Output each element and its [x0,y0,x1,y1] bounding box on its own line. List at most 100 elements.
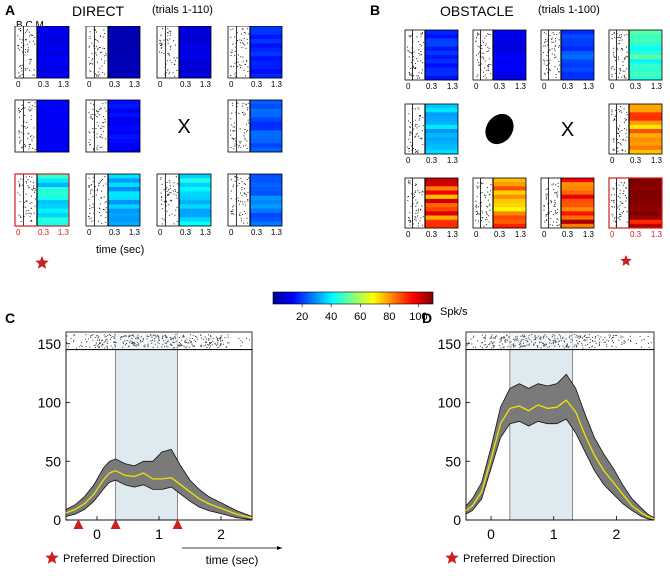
panel-c-raster-spike [151,336,153,338]
panel-d-raster-spike [501,336,503,338]
panel-a-spike [90,114,92,116]
panel-a-spike [242,111,244,113]
panel-a-spike [88,56,90,58]
panel-c-legend-star-icon [45,551,59,564]
panel-c-raster-spike [211,344,213,346]
panel-a-spike [175,60,177,62]
panel-b-spike [478,33,480,35]
panel-c-raster-spike [188,346,190,348]
panel-b-heat-row [629,124,662,130]
panel-a-spike [89,190,91,192]
panel-b-spike [611,33,613,35]
panel-a-heat-row [179,208,211,214]
panel-b-spike [615,119,617,121]
panel-a-spike [235,75,237,77]
panel-b-spike [626,33,628,35]
panel-b-spike [554,199,556,201]
panel-c-raster-spike [166,336,168,338]
panel-d-raster-spike [500,340,502,342]
panel-a-spike [165,201,167,203]
panel-a-spike [166,210,168,212]
panel-c-raster-spike [200,334,202,336]
panel-b-spike [476,37,478,39]
panel-c-raster-spike [217,346,219,348]
panel-d-raster-spike [537,345,539,347]
panel-c-raster-spike [102,343,104,345]
panel-d-legend-star-icon [445,551,459,564]
panel-a-spike [95,128,97,130]
panel-c-raster-spike [130,342,132,344]
panel-b-spike [411,75,413,77]
panel-b-heat-row [425,203,458,208]
panel-b-spike [481,56,483,58]
panel-a-heat-row [250,217,282,223]
panel-a-spike [31,138,33,140]
panel-a-heat-row [179,43,211,49]
panel-b-spike [618,133,620,135]
panel-b-spike [545,195,547,197]
panel-b-cell-0: 0 0.3 1.3 [404,29,459,91]
panel-a-title: DIRECT [72,3,125,19]
panel-a-spike [232,126,234,128]
panel-c-raster-spike [208,338,210,340]
panel-c-raster-spike [172,341,174,343]
panel-b-heat-row [629,55,662,60]
panel-a-spike [160,34,162,36]
panel-a-spike [30,34,32,36]
panel-b-spike [554,50,556,52]
panel-a-spike [244,113,246,115]
panel-c-raster-spike [114,342,116,344]
panel-a-spike [27,50,29,52]
panel-c-raster-spike [133,342,135,344]
panel-b-spike [487,33,489,35]
panel-d-raster-spike [504,341,506,343]
panel-b-tick-mid: 0.3 [630,82,642,91]
panel-b-heat-row [629,178,662,183]
panel-b-spike [478,206,480,208]
panel-b-spike [611,38,613,40]
panel-a-spike [105,211,107,213]
panel-a-spike [245,63,247,65]
panel-a-spike [232,138,234,140]
panel-c-raster-spike [179,343,181,345]
panel-b-spike [547,188,549,190]
panel-b-spike [419,137,421,139]
panel-b-heat-row [425,223,458,229]
panel-c-raster-spike [192,335,194,337]
panel-d-raster-spike [548,338,550,340]
panel-a-spike [21,73,23,75]
panel-b-spike [553,33,555,35]
panel-b-spike [620,47,622,49]
panel-a-spike [230,29,232,31]
panel-b-heat-row [493,34,526,39]
panel-a-spike [100,197,102,199]
panel-c-raster-spike [115,342,117,344]
panel-a-spike [244,137,246,139]
panel-b-heat-row [629,59,662,64]
panel-b-spike [488,215,490,217]
panel-b-cell-frame [540,29,595,81]
panel-d-raster-spike [558,345,560,347]
panel-d-raster-spike [514,345,516,347]
panel-a-spike [230,134,232,136]
panel-c-raster-spike [98,343,100,345]
panel-c-raster-spike [211,342,213,344]
panel-a-spike [24,51,26,53]
panel-c-raster-spike [133,343,135,345]
panel-b-spike [476,185,478,187]
panel-b-spike [418,72,420,74]
panel-a-spike [25,176,27,178]
panel-a-spike [173,223,175,225]
panel-b-spike [483,76,485,78]
panel-a-spike [236,106,238,108]
panel-b-spike [486,69,488,71]
panel-d-raster-spike [533,344,535,346]
panel-d-raster-spike [568,336,570,338]
panel-a-spike [239,64,241,66]
panel-b-spike [414,196,416,198]
panel-b-spike [555,213,557,215]
panel-a-spike [238,141,240,143]
panel-b-spike [475,54,477,56]
panel-c-raster-spike [189,334,191,336]
